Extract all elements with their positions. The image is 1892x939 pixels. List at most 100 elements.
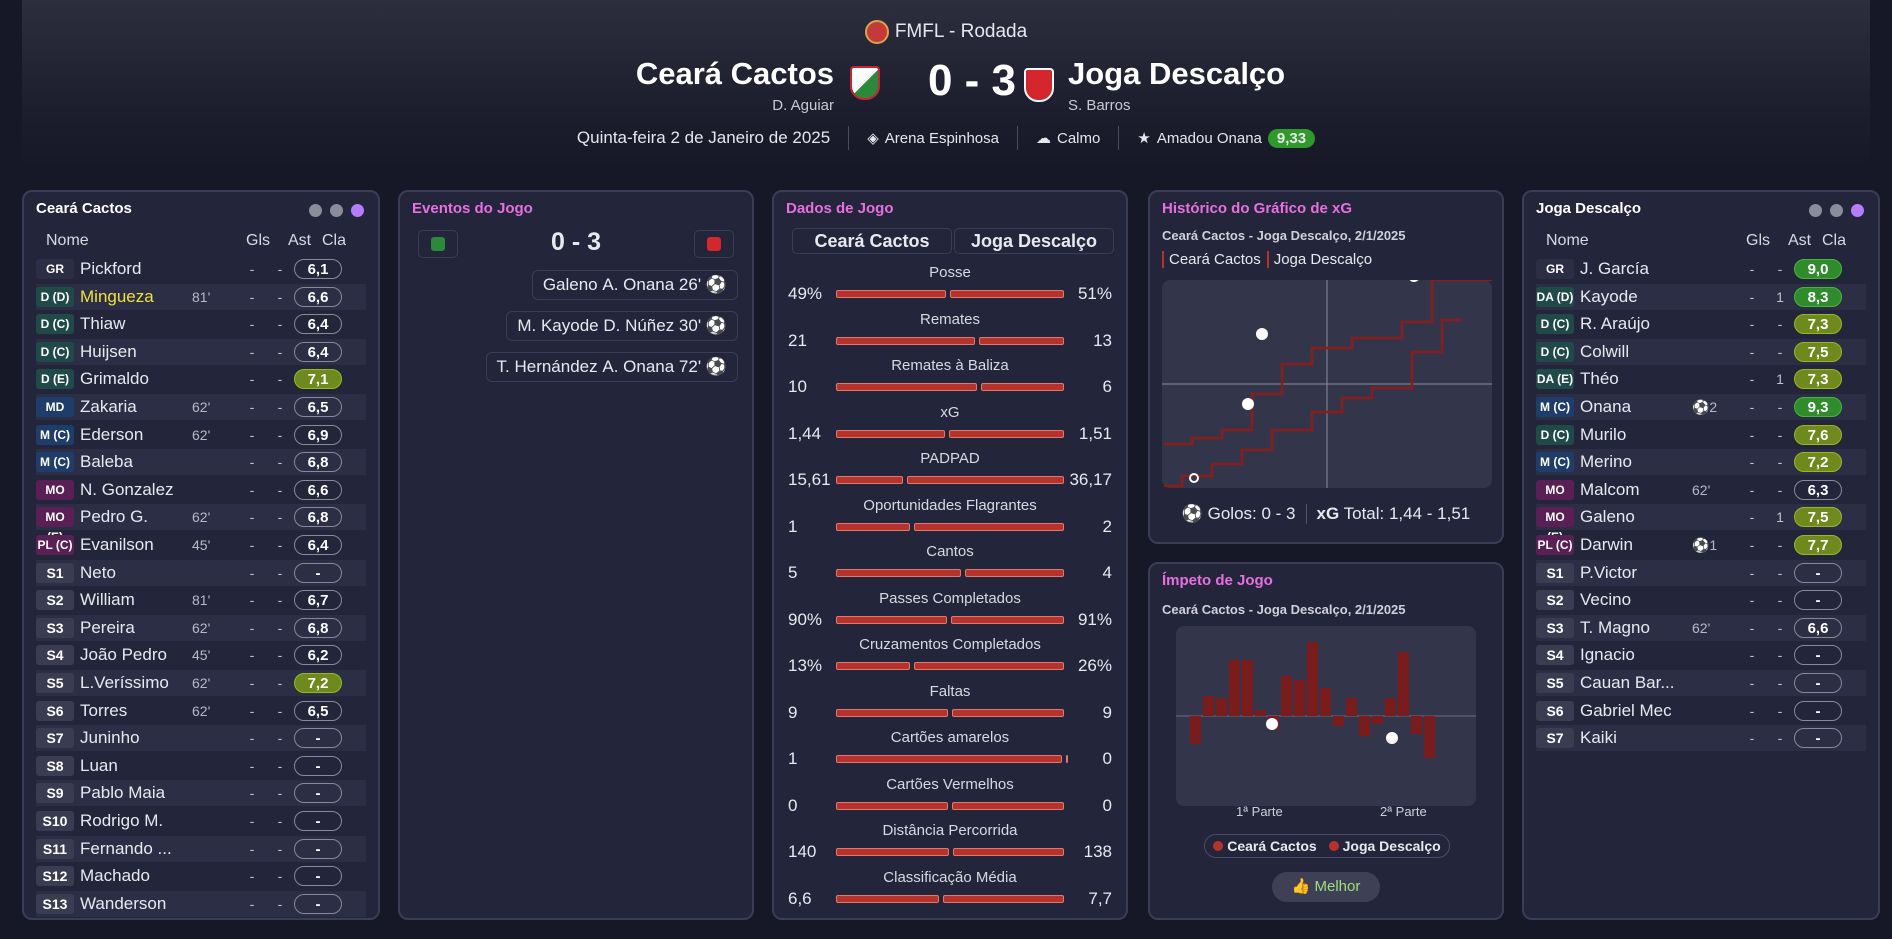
motm-name[interactable]: Amadou Onana <box>1156 129 1262 147</box>
player-name[interactable]: Wanderson <box>80 893 167 913</box>
player-name[interactable]: Merino <box>1580 452 1632 472</box>
player-name[interactable]: Théo <box>1580 369 1619 389</box>
player-name[interactable]: Galeno <box>1580 507 1635 527</box>
player-name[interactable]: Neto <box>80 562 116 582</box>
player-name[interactable]: Huijsen <box>80 341 137 361</box>
player-name[interactable]: Malcom <box>1580 479 1640 499</box>
player-name[interactable]: Torres <box>80 700 128 720</box>
col-rating[interactable]: Cla <box>322 232 347 249</box>
player-name[interactable]: T. Magno <box>1580 617 1650 637</box>
goal-event[interactable]: T. Hernández A. Onana 72' ⚽ <box>485 352 738 382</box>
player-name[interactable]: J. García <box>1580 259 1649 278</box>
col-rating[interactable]: Cla <box>1822 232 1847 249</box>
player-row[interactable]: GR J. García - -9,0 <box>1536 256 1866 282</box>
player-row[interactable]: D (E) Grimaldo - -7,1 <box>36 366 366 392</box>
player-row[interactable]: S2 Vecino - - - <box>1536 587 1866 613</box>
col-name[interactable]: Nome <box>1546 232 1589 249</box>
player-name[interactable]: Mingueza <box>80 286 154 306</box>
player-row[interactable]: S12 Machado - - - <box>36 863 366 889</box>
goal-event[interactable]: M. Kayode D. Núñez 30' ⚽ <box>506 311 738 341</box>
stats-away-tab[interactable]: Joga Descalço <box>954 228 1114 254</box>
player-row[interactable]: MO (E)Pedro G.62'--6,8 <box>36 504 366 544</box>
player-row[interactable]: PL (C) Darwin ⚽1- -7,7 <box>1536 532 1866 558</box>
player-row[interactable]: S5 Cauan Bar... - - - <box>1536 670 1866 696</box>
player-row[interactable]: D (C) Thiaw - -6,4 <box>36 311 366 337</box>
player-name[interactable]: N. Gonzalez <box>80 479 174 499</box>
player-name[interactable]: Gabriel Mec <box>1580 700 1672 720</box>
col-ast[interactable]: Ast <box>288 232 312 249</box>
best-button[interactable]: 👍 Melhor <box>1272 872 1380 902</box>
player-row[interactable]: S10 Rodrigo M. - - - <box>36 808 366 834</box>
player-name[interactable]: Rodrigo M. <box>80 811 164 830</box>
player-row[interactable]: S6 Torres 62' - -6,5 <box>36 698 366 724</box>
player-row[interactable]: S3 Pereira 62' - -6,8 <box>36 614 366 641</box>
player-name[interactable]: Ederson <box>80 424 144 444</box>
player-name[interactable]: Thiaw <box>80 314 126 334</box>
player-row[interactable]: S11 Fernando ... - - - <box>36 835 366 862</box>
player-row[interactable]: S4 João Pedro 45' - -6,2 <box>36 642 366 668</box>
player-row[interactable]: GR Pickford - -6,1 <box>36 256 366 282</box>
view-toggle-3[interactable] <box>1851 204 1864 217</box>
player-row[interactable]: S7 Kaiki - - - <box>1536 725 1866 752</box>
col-gls[interactable]: Gls <box>246 232 270 249</box>
view-toggle-2[interactable] <box>1830 204 1843 217</box>
player-row[interactable]: M (C) Baleba - -6,8 <box>36 449 366 476</box>
player-name[interactable]: Cauan Bar... <box>1580 673 1675 692</box>
player-row[interactable]: S6 Gabriel Mec - - - <box>1536 698 1866 724</box>
player-name[interactable]: Zakaria <box>80 397 137 416</box>
player-name[interactable]: Colwill <box>1580 341 1630 361</box>
view-toggle-2[interactable] <box>330 204 343 217</box>
col-gls[interactable]: Gls <box>1746 232 1770 249</box>
player-row[interactable]: S13 Wanderson - - - <box>36 890 366 917</box>
player-row[interactable]: M (C) Merino - -7,2 <box>1536 449 1866 476</box>
player-row[interactable]: M (C) Onana ⚽2- -9,3 <box>1536 394 1866 420</box>
player-name[interactable]: Juninho <box>80 728 140 748</box>
player-name[interactable]: Pablo Maia <box>80 783 166 803</box>
player-row[interactable]: D (C) Huijsen - -6,4 <box>36 338 366 365</box>
player-name[interactable]: Vecino <box>1580 590 1632 610</box>
player-name[interactable]: L.Veríssimo <box>80 673 169 692</box>
player-row[interactable]: D (C) Colwill - -7,5 <box>1536 338 1866 365</box>
stats-home-tab[interactable]: Ceará Cactos <box>792 228 952 254</box>
player-name[interactable]: Darwin <box>1580 535 1633 554</box>
player-row[interactable]: S4 Ignacio - - - <box>1536 642 1866 668</box>
player-name[interactable]: Evanilson <box>80 535 154 554</box>
player-row[interactable]: D (C) Murilo - -7,6 <box>1536 422 1866 448</box>
view-toggle-1[interactable] <box>1809 204 1822 217</box>
player-row[interactable]: S7 Juninho - - - <box>36 725 366 752</box>
player-row[interactable]: PL (C) Evanilson 45' - -6,4 <box>36 532 366 558</box>
player-name[interactable]: Murilo <box>1580 424 1627 444</box>
player-name[interactable]: Ignacio <box>1580 645 1635 665</box>
player-row[interactable]: M (C) Ederson 62' - -6,9 <box>36 422 366 448</box>
player-name[interactable]: R. Araújo <box>1580 314 1650 334</box>
player-row[interactable]: DA (E) Théo - 1 7,3 <box>1536 366 1866 392</box>
col-name[interactable]: Nome <box>46 232 89 249</box>
home-team-name[interactable]: Ceará Cactos <box>635 56 834 91</box>
view-toggle-1[interactable] <box>309 204 322 217</box>
player-row[interactable]: MO (E) Galeno - 1 7,5 <box>1536 504 1866 544</box>
player-row[interactable]: S1 Neto - - - <box>36 559 366 586</box>
player-name[interactable]: P.Victor <box>1580 562 1638 582</box>
player-row[interactable]: S5 L.Veríssimo 62' - -7,2 <box>36 670 366 696</box>
player-row[interactable]: MO (D)N. Gonzalez--6,6 <box>36 477 366 517</box>
player-row[interactable]: S9 Pablo Maia - - - <box>36 780 366 807</box>
player-name[interactable]: Pedro G. <box>80 507 149 527</box>
goal-event[interactable]: Galeno A. Onana 26' ⚽ <box>531 270 738 300</box>
view-toggle-3[interactable] <box>351 204 364 217</box>
player-name[interactable]: Pereira <box>80 617 135 637</box>
col-ast[interactable]: Ast <box>1788 232 1812 249</box>
player-row[interactable]: DA (D) Kayode - 1 8,3 <box>1536 283 1866 310</box>
player-name[interactable]: Kaiki <box>1580 728 1617 748</box>
player-name[interactable]: Machado <box>80 866 150 886</box>
player-name[interactable]: Baleba <box>80 452 133 472</box>
player-name[interactable]: William <box>80 590 135 610</box>
player-name[interactable]: Kayode <box>1580 286 1638 306</box>
player-row[interactable]: D (C) R. Araújo - -7,3 <box>1536 311 1866 337</box>
player-name[interactable]: Fernando ... <box>80 838 172 858</box>
player-name[interactable]: João Pedro <box>80 645 167 665</box>
player-name[interactable]: Luan <box>80 755 118 775</box>
player-name[interactable]: Grimaldo <box>80 369 149 389</box>
player-name[interactable]: Onana <box>1580 397 1632 416</box>
player-row[interactable]: MD Zakaria 62' - -6,5 <box>36 394 366 420</box>
